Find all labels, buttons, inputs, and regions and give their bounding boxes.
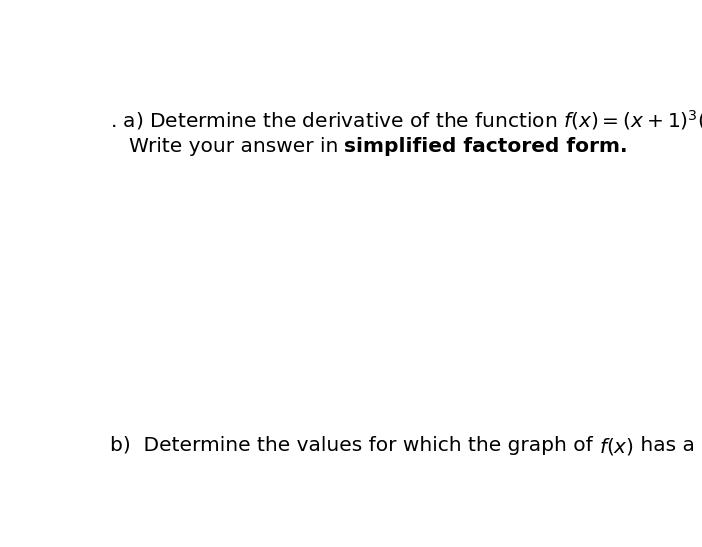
Text: Write your answer in: Write your answer in	[128, 137, 344, 156]
Text: .: .	[621, 137, 628, 156]
Text: has a horizontal tangent: has a horizontal tangent	[634, 437, 702, 455]
Text: . a) Determine the derivative of the function $f(x) = (x + 1)^{3}(3x - 5)^{4}$.: . a) Determine the derivative of the fun…	[110, 108, 702, 132]
Text: $f(x)$: $f(x)$	[599, 437, 634, 457]
Text: b)  Determine the values for which the graph of: b) Determine the values for which the gr…	[110, 437, 599, 455]
Text: simplified factored form: simplified factored form	[344, 137, 621, 156]
